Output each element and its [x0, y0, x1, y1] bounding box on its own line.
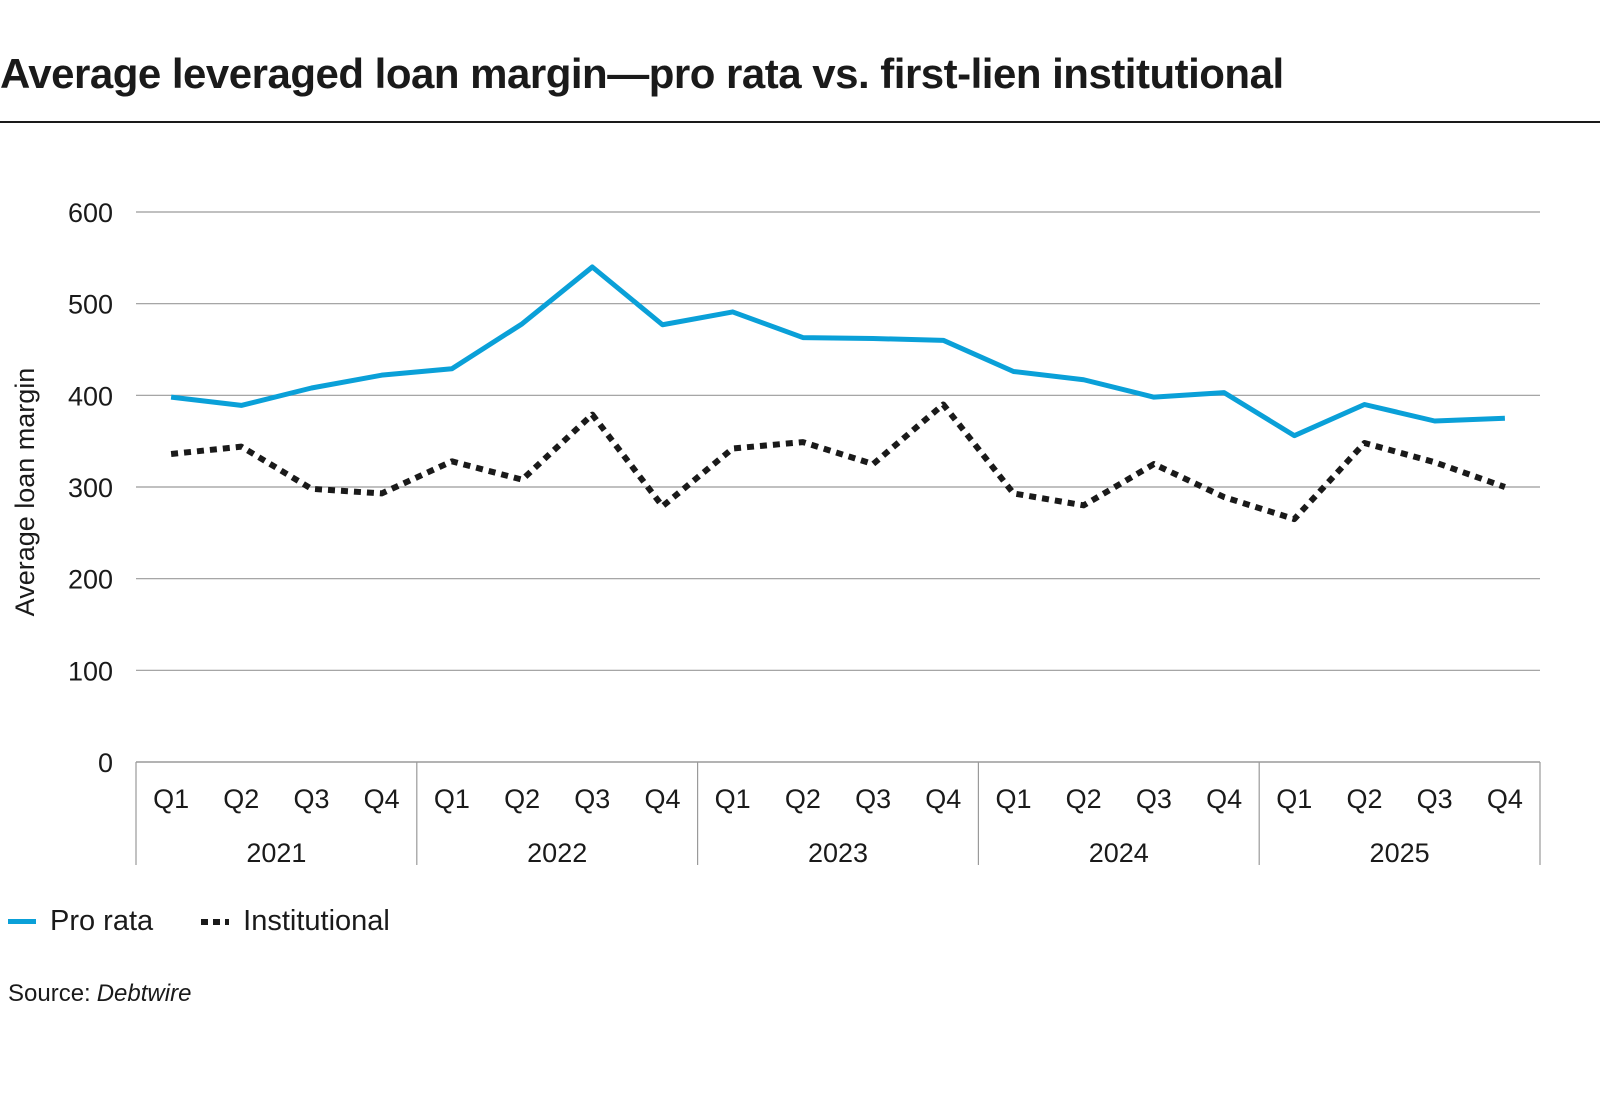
x-tick-label: Q4 [1487, 784, 1523, 814]
x-tick-label: Q4 [644, 784, 680, 814]
y-tick-label: 600 [68, 198, 113, 228]
x-tick-label: Q3 [1417, 784, 1453, 814]
x-tick-label: Q2 [504, 784, 540, 814]
x-tick-label: Q2 [1346, 784, 1382, 814]
x-tick-label: Q2 [1066, 784, 1102, 814]
x-tick-label: Q4 [925, 784, 961, 814]
x-tick-label: Q4 [364, 784, 400, 814]
y-tick-label: 500 [68, 290, 113, 320]
x-year-label: 2023 [808, 838, 868, 868]
x-year-label: 2022 [527, 838, 587, 868]
y-tick-label: 400 [68, 381, 113, 411]
x-year-label: 2024 [1089, 838, 1149, 868]
y-axis-label: Average loan margin [10, 368, 40, 617]
x-tick-label: Q4 [1206, 784, 1242, 814]
legend-swatch-institutional [201, 918, 230, 925]
x-tick-label: Q3 [1136, 784, 1172, 814]
x-tick-label: Q1 [715, 784, 751, 814]
source-name: Debtwire [96, 980, 192, 1007]
legend-item-pro-rata: Pro rata [8, 905, 153, 938]
x-tick-label: Q1 [153, 784, 189, 814]
y-tick-label: 0 [98, 748, 113, 778]
y-tick-label: 300 [68, 473, 113, 503]
series-line-institutional [170, 401, 1506, 523]
legend: Pro rata Institutional [8, 905, 390, 938]
x-tick-label: Q3 [574, 784, 610, 814]
source-note: Source: Debtwire [8, 980, 191, 1008]
x-year-label: 2021 [246, 838, 306, 868]
legend-swatch-pro-rata [8, 919, 36, 924]
x-tick-label: Q2 [785, 784, 821, 814]
title-rule [0, 121, 1600, 123]
legend-label: Pro rata [50, 905, 154, 937]
chart-title: Average leveraged loan margin—pro rata v… [0, 50, 1284, 97]
y-tick-label: 100 [68, 656, 113, 686]
x-tick-label: Q3 [293, 784, 329, 814]
x-tick-label: Q1 [995, 784, 1031, 814]
x-year-label: 2025 [1370, 838, 1430, 868]
y-tick-label: 200 [68, 565, 113, 595]
legend-label: Institutional [243, 905, 390, 937]
line-chart: 0 100 200 300 400 500 600 Average loan margin Q1… [10, 198, 1541, 868]
x-tick-label: Q3 [855, 784, 891, 814]
source-label: Source: [8, 980, 91, 1007]
series-line-pro-rata [170, 264, 1505, 439]
x-tick-label: Q1 [1276, 784, 1312, 814]
x-tick-label: Q1 [434, 784, 470, 814]
legend-item-institutional: Institutional [201, 905, 390, 938]
x-tick-label: Q2 [223, 784, 259, 814]
